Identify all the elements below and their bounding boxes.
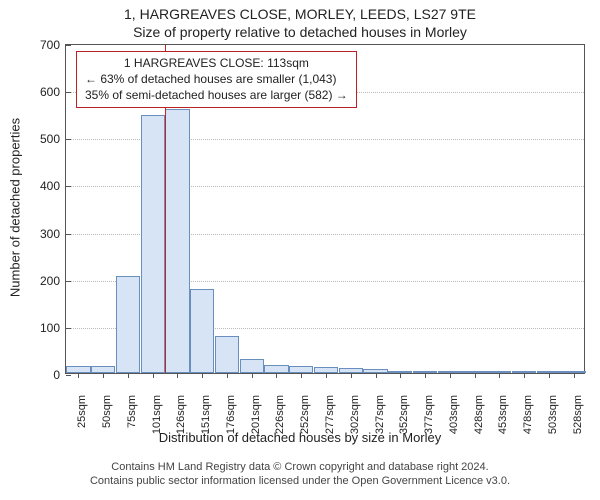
y-axis-label: Number of detached properties: [8, 108, 23, 308]
ytick-label: 100: [40, 321, 66, 335]
ytick-label: 400: [40, 179, 66, 193]
xtick-mark: [425, 373, 426, 378]
ytick-mark: [66, 234, 71, 235]
xtick-mark: [499, 373, 500, 378]
xtick-mark: [128, 373, 129, 378]
histogram-bar: [141, 115, 165, 373]
ytick-mark: [66, 375, 71, 376]
xtick-mark: [177, 373, 178, 378]
xtick-mark: [301, 373, 302, 378]
xtick-mark: [400, 373, 401, 378]
histogram-bar: [215, 336, 239, 373]
plot-area: 010020030040050060070025sqm50sqm75sqm101…: [65, 44, 585, 374]
xtick-mark: [475, 373, 476, 378]
xtick-mark: [574, 373, 575, 378]
info-box-line: 1 HARGREAVES CLOSE: 113sqm: [85, 55, 348, 71]
xtick-mark: [524, 373, 525, 378]
histogram-bar: [264, 365, 288, 373]
histogram-bar: [91, 366, 115, 373]
histogram-bar: [66, 366, 90, 373]
xtick-mark: [202, 373, 203, 378]
chart-title-line2: Size of property relative to detached ho…: [0, 24, 600, 40]
xtick-mark: [227, 373, 228, 378]
ytick-label: 300: [40, 227, 66, 241]
histogram-bar: [190, 289, 214, 373]
figure: 1, HARGREAVES CLOSE, MORLEY, LEEDS, LS27…: [0, 0, 600, 500]
ytick-label: 600: [40, 85, 66, 99]
xtick-mark: [153, 373, 154, 378]
ytick-mark: [66, 328, 71, 329]
xtick-mark: [351, 373, 352, 378]
xtick-mark: [376, 373, 377, 378]
xtick-mark: [276, 373, 277, 378]
xtick-mark: [252, 373, 253, 378]
footer-line2: Contains public sector information licen…: [90, 475, 510, 487]
ytick-mark: [66, 139, 71, 140]
xtick-mark: [549, 373, 550, 378]
histogram-bar: [289, 366, 313, 373]
ytick-label: 200: [40, 274, 66, 288]
histogram-bar: [165, 109, 189, 373]
histogram-bar: [240, 359, 264, 373]
ytick-mark: [66, 45, 71, 46]
info-box-line: ← 63% of detached houses are smaller (1,…: [85, 71, 348, 87]
ytick-label: 0: [53, 368, 66, 382]
ytick-mark: [66, 281, 71, 282]
ytick-mark: [66, 186, 71, 187]
footer-text: Contains HM Land Registry data © Crown c…: [0, 460, 600, 489]
info-box-line: 35% of semi-detached houses are larger (…: [85, 87, 348, 103]
xtick-mark: [450, 373, 451, 378]
xtick-mark: [103, 373, 104, 378]
info-box: 1 HARGREAVES CLOSE: 113sqm← 63% of detac…: [76, 51, 357, 108]
chart-title-line1: 1, HARGREAVES CLOSE, MORLEY, LEEDS, LS27…: [0, 6, 600, 22]
footer-line1: Contains HM Land Registry data © Crown c…: [111, 461, 488, 473]
ytick-label: 700: [40, 38, 66, 52]
histogram-bar: [116, 276, 140, 373]
xtick-mark: [78, 373, 79, 378]
ytick-label: 500: [40, 132, 66, 146]
xtick-mark: [326, 373, 327, 378]
x-axis-label: Distribution of detached houses by size …: [0, 430, 600, 445]
ytick-mark: [66, 92, 71, 93]
